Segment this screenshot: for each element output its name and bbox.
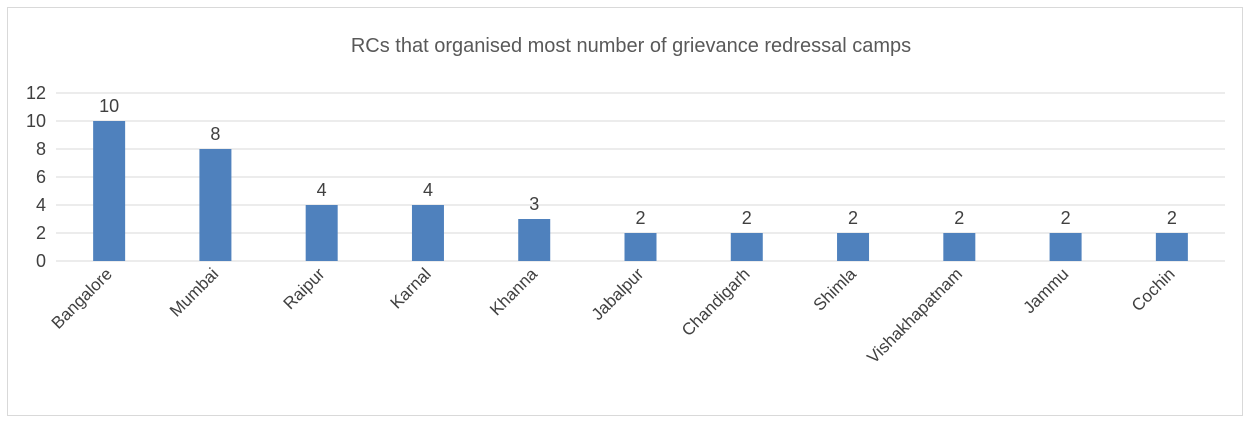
bar-raipur (305, 205, 338, 261)
bar-bangalore (93, 121, 126, 261)
data-label: 2 (1167, 208, 1177, 228)
y-axis: 0 2 4 6 8 10 12 (26, 83, 46, 271)
bar-mumbai (199, 149, 232, 261)
data-label: 10 (99, 96, 119, 116)
y-tick-label: 0 (36, 251, 46, 271)
x-tick-label: Chandigarh (678, 264, 754, 340)
bar-jammu (1049, 233, 1082, 261)
bar-cochin (1155, 233, 1188, 261)
bar-vishakhapatnam (943, 233, 976, 261)
x-tick-label: Raipur (280, 264, 329, 313)
data-label: 4 (423, 180, 433, 200)
data-label: 2 (635, 208, 645, 228)
data-label: 2 (848, 208, 858, 228)
x-tick-label: Jabalpur (588, 264, 648, 324)
y-tick-label: 8 (36, 139, 46, 159)
chart-title: RCs that organised most number of grieva… (351, 35, 911, 57)
x-tick-label: Bangalore (48, 264, 116, 332)
x-tick-label: Cochin (1128, 264, 1179, 315)
data-label: 2 (954, 208, 964, 228)
bar-karnal (411, 205, 444, 261)
x-tick-label: Karnal (387, 264, 435, 312)
bars (93, 121, 1188, 261)
x-tick-label: Mumbai (166, 264, 222, 320)
x-tick-label: Jammu (1020, 264, 1073, 317)
y-tick-label: 4 (36, 195, 46, 215)
data-label: 8 (210, 124, 220, 144)
bar-chandigarh (730, 233, 763, 261)
y-tick-label: 10 (26, 111, 46, 131)
y-tick-label: 2 (36, 223, 46, 243)
data-label: 4 (317, 180, 327, 200)
x-axis: Bangalore Mumbai Raipur Karnal Khanna Jabalpu… (48, 264, 1179, 367)
bar-jabalpur (624, 233, 657, 261)
gridlines (56, 92, 1225, 262)
bar-khanna (518, 219, 551, 261)
y-tick-label: 12 (26, 83, 46, 103)
x-tick-label: Shimla (810, 264, 861, 315)
x-tick-label: Vishakhapatnam (863, 264, 966, 367)
x-tick-label: Khanna (486, 264, 541, 319)
data-label: 3 (529, 194, 539, 214)
y-tick-label: 6 (36, 167, 46, 187)
bar-shimla (837, 233, 870, 261)
data-label: 2 (742, 208, 752, 228)
data-labels: 10 8 4 4 3 2 2 2 2 2 2 (99, 96, 1177, 228)
data-label: 2 (1061, 208, 1071, 228)
